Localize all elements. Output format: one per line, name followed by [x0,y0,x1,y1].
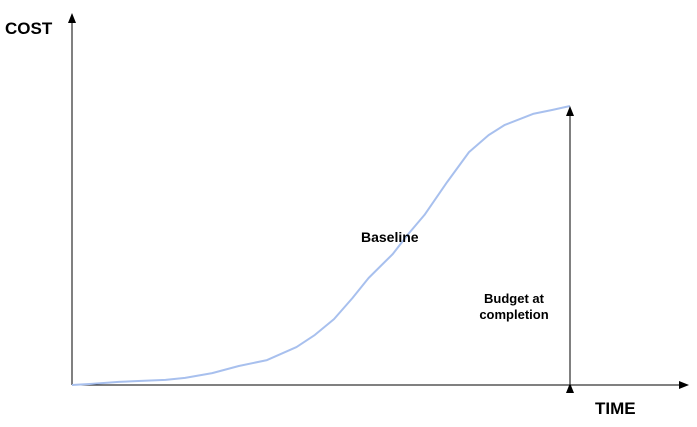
baseline-label: Baseline [361,229,419,245]
budget-label-line-2: completion [479,307,548,322]
series-layer [71,105,571,386]
y-axis-title: COST [5,19,53,38]
budget-label-line-1: Budget at [484,291,545,306]
series-line-baseline [71,105,571,386]
x-axis-title: TIME [595,399,636,418]
